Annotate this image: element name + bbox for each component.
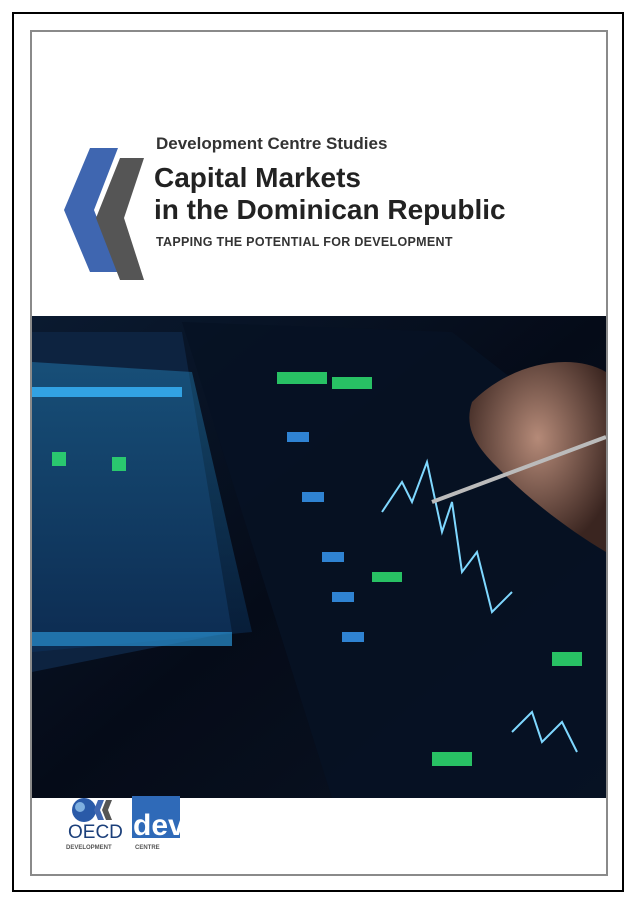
logo-caption: CENTRE	[135, 845, 160, 851]
cover-art	[32, 32, 606, 874]
oecd-wordmark: OECD	[68, 822, 123, 844]
outer-frame: Development Centre Studies Capital Marke…	[12, 12, 624, 892]
title-line: Capital Markets	[154, 162, 361, 194]
photo	[32, 316, 606, 798]
subtitle: TAPPING THE POTENTIAL FOR DEVELOPMENT	[156, 235, 453, 249]
book-cover: Development Centre Studies Capital Marke…	[30, 30, 608, 876]
page: Development Centre Studies Capital Marke…	[0, 0, 634, 902]
series-name: Development Centre Studies	[156, 134, 387, 154]
logo-caption: DEVELOPMENT	[66, 845, 112, 851]
title-line: in the Dominican Republic	[154, 194, 506, 226]
dev-wordmark: dev	[133, 809, 185, 843]
